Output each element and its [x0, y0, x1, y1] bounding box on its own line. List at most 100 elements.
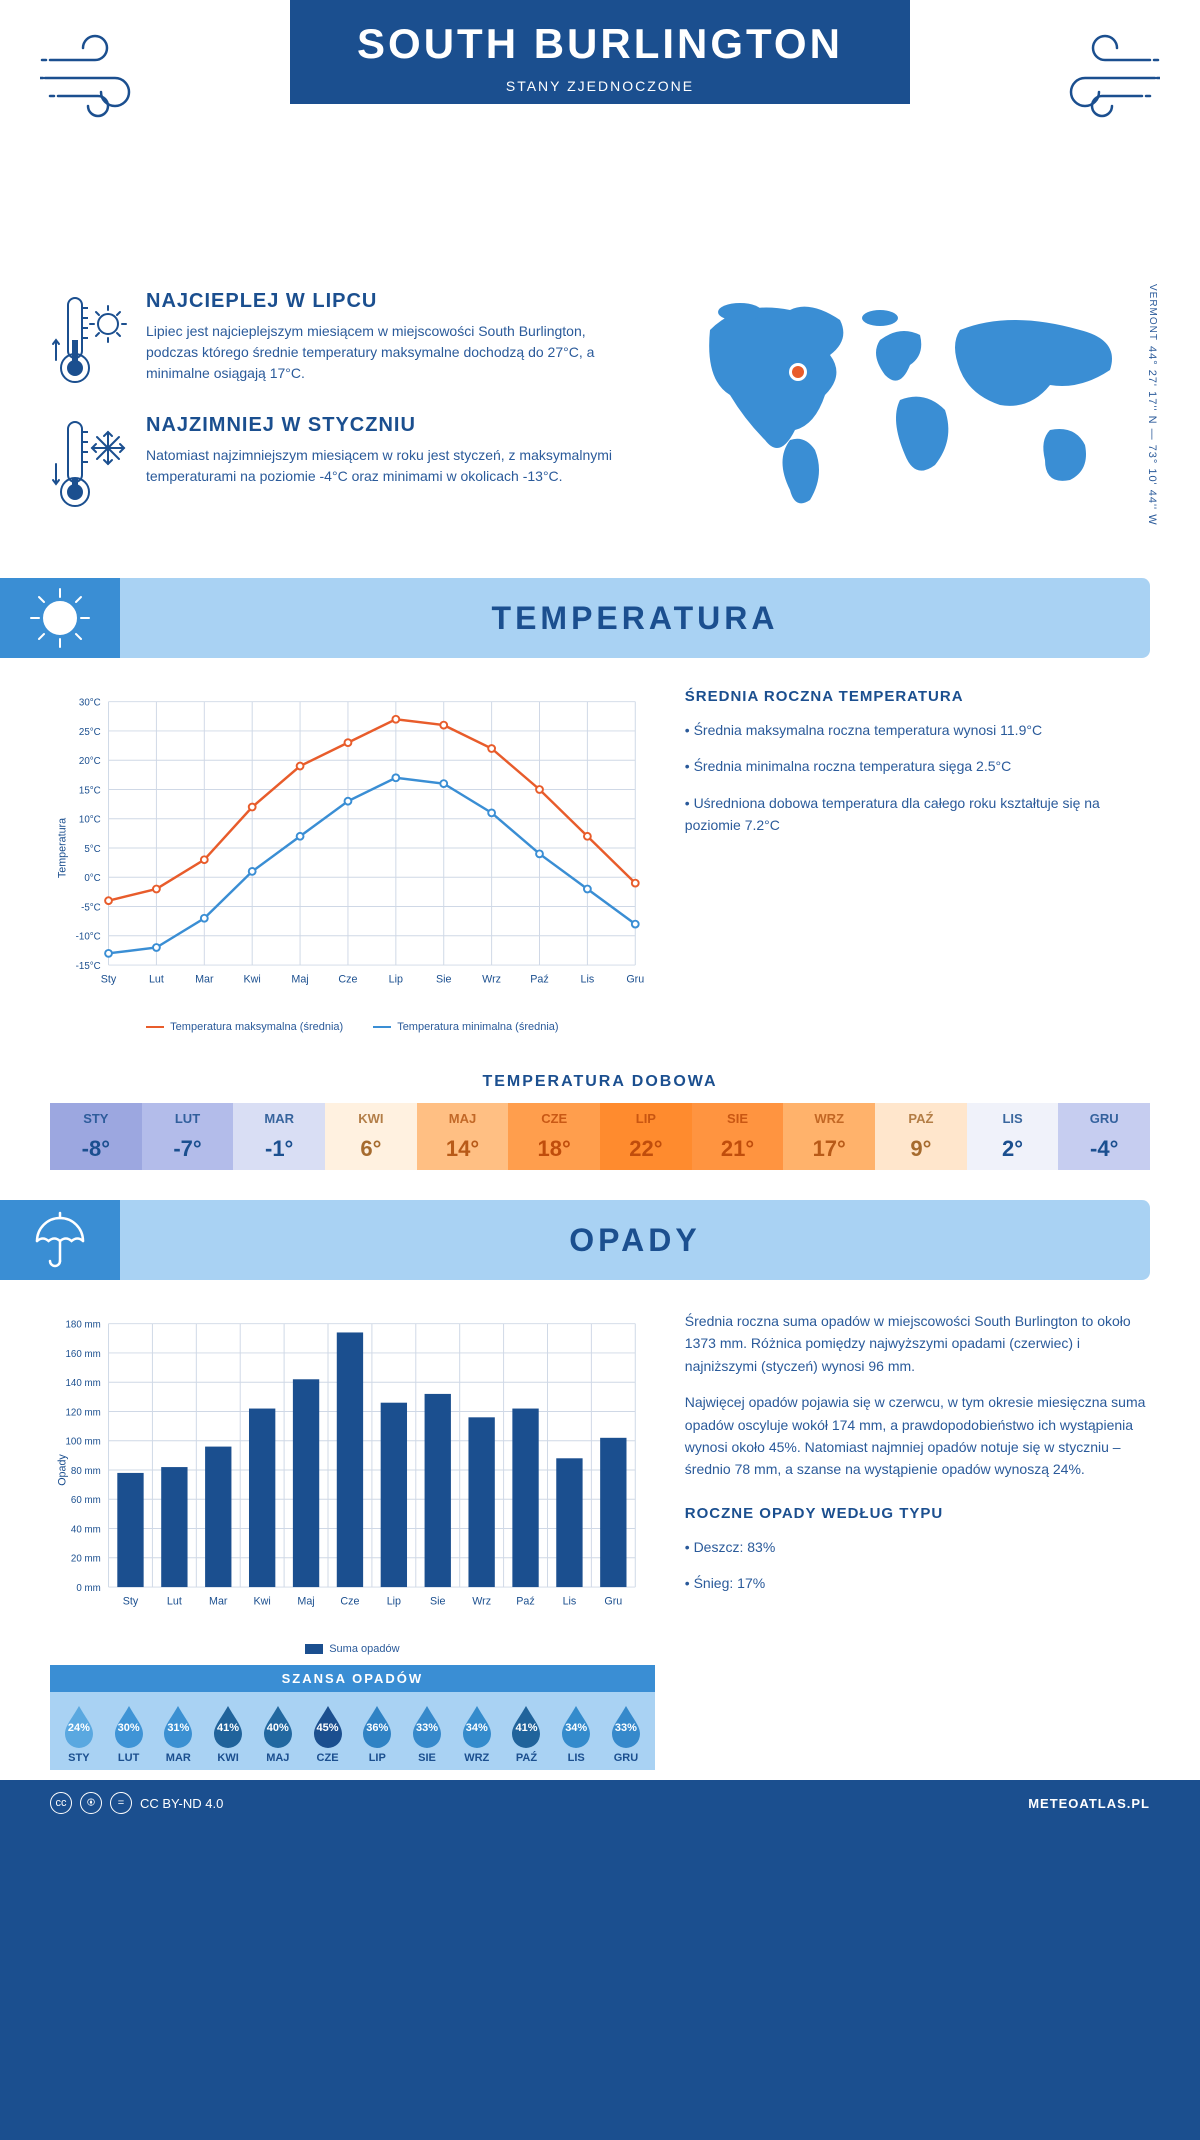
svg-text:Lis: Lis: [563, 1596, 577, 1608]
temp-side-b3: • Uśredniona dobowa temperatura dla całe…: [685, 792, 1150, 837]
daily-value: -4°: [1058, 1136, 1150, 1162]
daily-value: 6°: [325, 1136, 417, 1162]
chance-cell: 36% LIP: [352, 1704, 402, 1764]
chance-row: 24% STY 30% LUT 31% MAR 41% KWI 40% MAJ …: [50, 1692, 655, 1770]
svg-text:80 mm: 80 mm: [71, 1466, 101, 1477]
daily-cell: STY-8°: [50, 1103, 142, 1170]
svg-text:30°C: 30°C: [79, 698, 101, 709]
page-subtitle: STANY ZJEDNOCZONE: [340, 78, 860, 94]
chance-month: WRZ: [452, 1752, 502, 1764]
chance-cell: 40% MAJ: [253, 1704, 303, 1764]
daily-cell: MAR-1°: [233, 1103, 325, 1170]
precip-side: Średnia roczna suma opadów w miejscowośc…: [685, 1310, 1150, 1770]
chance-percent: 31%: [160, 1722, 196, 1734]
raindrop-icon: 31%: [160, 1704, 196, 1748]
daily-value: 18°: [508, 1136, 600, 1162]
intro-map: VERMONT 44° 27' 17'' N — 73° 10' 44'' W: [670, 290, 1150, 538]
svg-text:Maj: Maj: [291, 974, 308, 986]
svg-text:Opady: Opady: [57, 1454, 69, 1486]
precip-type-heading: ROCZNE OPADY WEDŁUG TYPU: [685, 1505, 1150, 1522]
license-label: CC BY-ND 4.0: [140, 1796, 223, 1811]
raindrop-icon: 36%: [359, 1704, 395, 1748]
svg-text:Maj: Maj: [297, 1596, 314, 1608]
title-block: SOUTH BURLINGTON STANY ZJEDNOCZONE: [290, 0, 910, 104]
svg-text:Sie: Sie: [430, 1596, 446, 1608]
sun-icon: [0, 578, 120, 658]
temperature-heading: TEMPERATURA: [120, 600, 1150, 637]
raindrop-icon: 34%: [459, 1704, 495, 1748]
daily-cell: KWI6°: [325, 1103, 417, 1170]
daily-month: LUT: [142, 1111, 234, 1126]
chance-month: LIP: [352, 1752, 402, 1764]
daily-month: LIS: [967, 1111, 1059, 1126]
svg-text:10°C: 10°C: [79, 815, 101, 826]
svg-text:0 mm: 0 mm: [76, 1583, 100, 1594]
precip-body: 0 mm20 mm40 mm60 mm80 mm100 mm120 mm140 …: [0, 1300, 1200, 1780]
intro-cold-text: Natomiast najzimniejszym miesiącem w rok…: [146, 445, 640, 487]
site-label: METEOATLAS.PL: [1028, 1796, 1150, 1811]
chance-cell: 30% LUT: [104, 1704, 154, 1764]
intro-left: NAJCIEPLEJ W LIPCU Lipiec jest najcieple…: [50, 290, 640, 538]
svg-text:Mar: Mar: [209, 1596, 228, 1608]
daily-cell: LIP22°: [600, 1103, 692, 1170]
svg-text:20°C: 20°C: [79, 756, 101, 767]
svg-text:Wrz: Wrz: [472, 1596, 491, 1608]
footer: cc 🅯 = CC BY-ND 4.0 METEOATLAS.PL: [0, 1780, 1200, 1826]
license: cc 🅯 = CC BY-ND 4.0: [50, 1792, 223, 1814]
chance-percent: 34%: [459, 1722, 495, 1734]
daily-month: STY: [50, 1111, 142, 1126]
coords-label: 44° 27' 17'' N — 73° 10' 44'' W: [1146, 346, 1158, 526]
daily-month: WRZ: [783, 1111, 875, 1126]
chance-cell: 41% PAŹ: [502, 1704, 552, 1764]
raindrop-icon: 41%: [508, 1704, 544, 1748]
raindrop-icon: 41%: [210, 1704, 246, 1748]
svg-text:Gru: Gru: [604, 1596, 622, 1608]
chance-percent: 30%: [111, 1722, 147, 1734]
chance-percent: 33%: [409, 1722, 445, 1734]
chance-percent: 40%: [260, 1722, 296, 1734]
svg-text:Lip: Lip: [387, 1596, 401, 1608]
svg-text:140 mm: 140 mm: [65, 1378, 100, 1389]
chance-month: CZE: [303, 1752, 353, 1764]
svg-text:Paź: Paź: [530, 974, 548, 986]
svg-text:Cze: Cze: [338, 974, 357, 986]
svg-text:Cze: Cze: [340, 1596, 359, 1608]
intro-cold: NAJZIMNIEJ W STYCZNIU Natomiast najzimni…: [50, 414, 640, 514]
daily-month: SIE: [692, 1111, 784, 1126]
svg-text:160 mm: 160 mm: [65, 1349, 100, 1360]
raindrop-icon: 34%: [558, 1704, 594, 1748]
precip-chart-col: 0 mm20 mm40 mm60 mm80 mm100 mm120 mm140 …: [50, 1310, 655, 1770]
chance-percent: 41%: [508, 1722, 544, 1734]
daily-month: GRU: [1058, 1111, 1150, 1126]
svg-text:Temperatura: Temperatura: [57, 818, 69, 878]
svg-text:15°C: 15°C: [79, 785, 101, 796]
chance-percent: 45%: [310, 1722, 346, 1734]
svg-text:40 mm: 40 mm: [71, 1524, 101, 1535]
svg-text:60 mm: 60 mm: [71, 1495, 101, 1506]
chance-cell: 41% KWI: [203, 1704, 253, 1764]
svg-text:-15°C: -15°C: [76, 961, 101, 972]
svg-text:Kwi: Kwi: [244, 974, 261, 986]
precip-p2: Najwięcej opadów pojawia się w czerwcu, …: [685, 1391, 1150, 1481]
svg-text:Sty: Sty: [123, 1596, 139, 1608]
region-label: VERMONT: [1147, 284, 1158, 341]
temperature-legend: Temperatura maksymalna (średnia) Tempera…: [50, 1021, 655, 1033]
svg-text:25°C: 25°C: [79, 727, 101, 738]
wind-left-icon: [40, 30, 160, 120]
chance-month: MAR: [153, 1752, 203, 1764]
svg-text:Lis: Lis: [581, 974, 595, 986]
chance-title: SZANSA OPADÓW: [50, 1665, 655, 1692]
temperature-banner: TEMPERATURA: [0, 578, 1150, 658]
raindrop-icon: 24%: [61, 1704, 97, 1748]
svg-text:0°C: 0°C: [84, 873, 100, 884]
chance-percent: 33%: [608, 1722, 644, 1734]
daily-month: MAJ: [417, 1111, 509, 1126]
svg-text:Sty: Sty: [101, 974, 117, 986]
chance-percent: 24%: [61, 1722, 97, 1734]
temperature-side: ŚREDNIA ROCZNA TEMPERATURA • Średnia mak…: [685, 688, 1150, 1033]
daily-temp-title: TEMPERATURA DOBOWA: [0, 1073, 1200, 1091]
daily-value: 2°: [967, 1136, 1059, 1162]
chance-cell: 31% MAR: [153, 1704, 203, 1764]
daily-value: -7°: [142, 1136, 234, 1162]
temperature-chart: -15°C-10°C-5°C0°C5°C10°C15°C20°C25°C30°C…: [50, 688, 655, 1033]
